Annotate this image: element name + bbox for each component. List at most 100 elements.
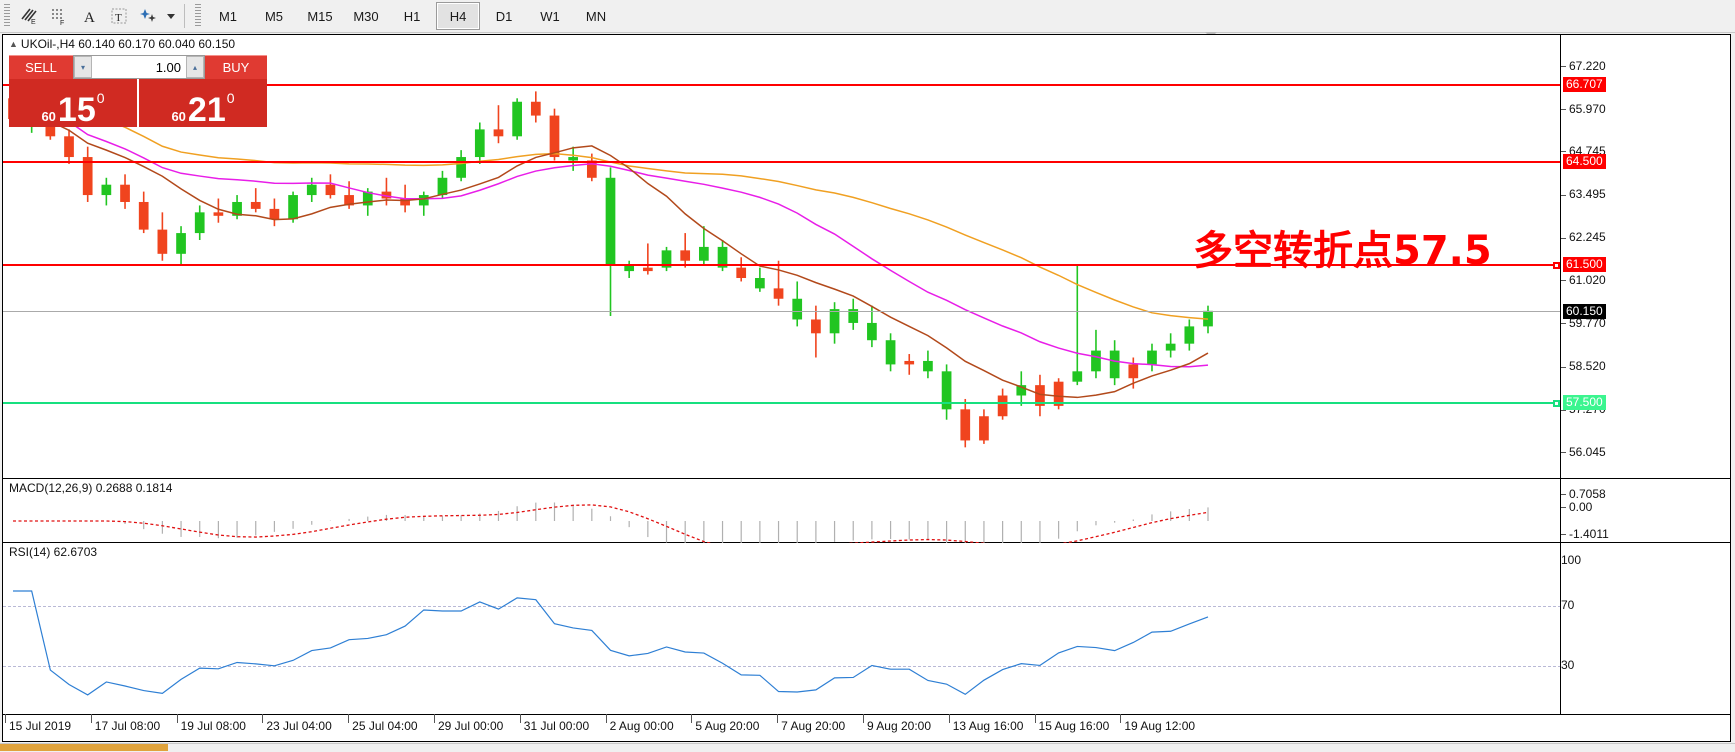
text-object-icon[interactable]: T bbox=[104, 2, 134, 30]
buy-button[interactable]: BUY bbox=[205, 55, 267, 79]
chart-annotation-text[interactable]: 多空转折点57.5 bbox=[1193, 228, 1492, 274]
price-label-57500[interactable]: 57.500 bbox=[1563, 395, 1606, 411]
sell-price-main: 15 bbox=[57, 91, 96, 129]
price-tick-61020: 61.020 bbox=[1561, 273, 1606, 287]
time-label-9: 7 Aug 20:00 bbox=[781, 719, 846, 733]
one-click-trading-panel[interactable]: SELL ▾ 1.00 ▴ BUY 60 15 0 60 bbox=[9, 55, 267, 127]
volume-value[interactable]: 1.00 bbox=[155, 59, 181, 75]
level-line-61500[interactable] bbox=[3, 264, 1561, 267]
time-label-0: 15 Jul 2019 bbox=[9, 719, 72, 733]
time-label-13: 19 Aug 12:00 bbox=[1124, 719, 1196, 733]
buy-price-prefix: 60 bbox=[171, 109, 186, 124]
svg-text:E: E bbox=[31, 19, 36, 26]
time-tick bbox=[433, 714, 435, 723]
sell-button[interactable]: SELL bbox=[9, 55, 73, 79]
chart-frame[interactable]: ▲ UKOil-,H4 60.140 60.170 60.040 60.150 多… bbox=[2, 34, 1731, 714]
timeframe-m5[interactable]: M5 bbox=[264, 8, 284, 24]
level-handle-57500[interactable] bbox=[1553, 400, 1560, 408]
level-line-66707[interactable] bbox=[3, 84, 1561, 87]
rsi-tick-30: 30 bbox=[1561, 658, 1575, 672]
time-tick bbox=[5, 714, 6, 723]
timeframe-h1[interactable]: H1 bbox=[403, 8, 421, 24]
sell-price-fraction: 0 bbox=[96, 90, 105, 106]
time-tick bbox=[176, 714, 178, 723]
price-label-60150[interactable]: 60.150 bbox=[1563, 303, 1606, 319]
price-scale[interactable]: 67.220 65.970 64.745 63.495 62.245 61.020 59.7… bbox=[1560, 35, 1730, 478]
level-handle-61500[interactable] bbox=[1553, 262, 1560, 270]
timeframe-mn[interactable]: MN bbox=[585, 8, 607, 24]
time-label-3: 23 Jul 04:00 bbox=[266, 719, 332, 733]
time-tick bbox=[691, 714, 693, 723]
rsi-label: RSI(14) 62.6703 bbox=[9, 545, 98, 559]
price-label-64500[interactable]: 64.500 bbox=[1563, 153, 1606, 169]
price-tick-62245: 62.245 bbox=[1561, 230, 1606, 244]
macd-scale: 0.7058 0.00 -1.4011 bbox=[1560, 479, 1730, 542]
level-line-64500[interactable] bbox=[3, 160, 1561, 163]
price-label-66707[interactable]: 66.707 bbox=[1563, 77, 1606, 93]
price-plot bbox=[8, 82, 1213, 448]
timeframe-d1[interactable]: D1 bbox=[495, 8, 513, 24]
time-label-1: 17 Jul 08:00 bbox=[94, 719, 161, 733]
svg-text:T: T bbox=[115, 12, 122, 24]
macd-label: MACD(12,26,9) 0.2688 0.1814 bbox=[9, 481, 173, 495]
time-label-7: 2 Aug 00:00 bbox=[609, 719, 674, 733]
volume-decrement-icon[interactable]: ▾ bbox=[74, 56, 92, 78]
time-label-12: 15 Aug 16:00 bbox=[1038, 719, 1110, 733]
timeframe-h4[interactable]: H4 bbox=[436, 2, 480, 30]
crosshair-grid-icon[interactable]: F bbox=[44, 2, 74, 30]
templates-icon[interactable] bbox=[134, 2, 164, 30]
svg-text:F: F bbox=[60, 20, 64, 26]
time-tick bbox=[862, 714, 864, 723]
volume-increment-icon[interactable]: ▴ bbox=[186, 56, 204, 78]
time-tick bbox=[262, 714, 264, 723]
price-tick-56045: 56.045 bbox=[1561, 445, 1606, 459]
rsi-tick-100: 100 bbox=[1561, 553, 1582, 567]
time-label-8: 5 Aug 20:00 bbox=[695, 719, 760, 733]
symbol-ohlc-text: UKOil-,H4 60.140 60.170 60.040 60.150 bbox=[20, 37, 236, 51]
timeframe-grip[interactable] bbox=[195, 4, 201, 28]
macd-plot bbox=[13, 502, 1209, 543]
volume-input[interactable]: ▾ 1.00 ▴ bbox=[73, 55, 205, 79]
time-label-11: 13 Aug 16:00 bbox=[952, 719, 1024, 733]
svg-text:A: A bbox=[84, 10, 95, 26]
rsi-scale: 100 70 30 bbox=[1560, 543, 1730, 714]
level-line-57500[interactable] bbox=[3, 402, 1561, 405]
sell-price-prefix: 60 bbox=[41, 109, 56, 124]
time-axis-rule bbox=[3, 714, 1730, 715]
buy-price-fraction: 0 bbox=[226, 90, 235, 106]
price-tick-65970: 65.970 bbox=[1561, 102, 1606, 116]
rsi-plot bbox=[13, 590, 1209, 696]
octp-top-row: SELL ▾ 1.00 ▴ BUY bbox=[9, 55, 267, 79]
time-axis[interactable]: 15 Jul 2019 17 Jul 08:00 19 Jul 08:00 23 Ju… bbox=[2, 714, 1731, 742]
time-tick bbox=[948, 714, 950, 723]
main-toolbar: E F A T bbox=[0, 0, 1735, 33]
price-tick-59770: 59.770 bbox=[1561, 316, 1606, 330]
buy-price-main: 21 bbox=[187, 91, 226, 129]
octp-price-row: 60 15 0 60 21 0 bbox=[9, 79, 267, 127]
time-label-4: 25 Jul 04:00 bbox=[352, 719, 418, 733]
rsi-pane[interactable]: RSI(14) 62.6703 100 70 30 bbox=[3, 543, 1730, 714]
status-progress-bar bbox=[0, 744, 168, 751]
time-tick bbox=[777, 714, 779, 723]
timeframe-m30[interactable]: M30 bbox=[353, 8, 379, 24]
price-tick-67220: 67.220 bbox=[1561, 59, 1606, 73]
indicators-icon[interactable]: E bbox=[14, 2, 44, 30]
price-tick-63495: 63.495 bbox=[1561, 187, 1606, 201]
symbol-ohlc-label: ▲ UKOil-,H4 60.140 60.170 60.040 60.150 bbox=[9, 37, 235, 51]
price-pane[interactable]: ▲ UKOil-,H4 60.140 60.170 60.040 60.150 多… bbox=[3, 35, 1730, 479]
dropdown-arrow-icon[interactable] bbox=[164, 2, 178, 30]
toolbar-grip[interactable] bbox=[4, 4, 10, 28]
rsi-level-30 bbox=[3, 666, 1561, 667]
time-label-5: 29 Jul 00:00 bbox=[437, 719, 504, 733]
collapse-arrow-icon[interactable]: ▲ bbox=[9, 39, 18, 49]
timeframe-m1[interactable]: M1 bbox=[218, 8, 238, 24]
timeframe-w1[interactable]: W1 bbox=[540, 8, 560, 24]
price-label-61500[interactable]: 61.500 bbox=[1563, 257, 1606, 273]
text-label-icon[interactable]: A bbox=[74, 2, 104, 30]
buy-price-display[interactable]: 60 21 0 bbox=[139, 79, 267, 127]
timeframe-m15[interactable]: M15 bbox=[307, 8, 333, 24]
time-tick bbox=[1120, 714, 1122, 723]
macd-pane[interactable]: MACD(12,26,9) 0.2688 0.1814 0.7058 0.00 -1… bbox=[3, 479, 1730, 543]
sell-price-display[interactable]: 60 15 0 bbox=[9, 79, 139, 127]
